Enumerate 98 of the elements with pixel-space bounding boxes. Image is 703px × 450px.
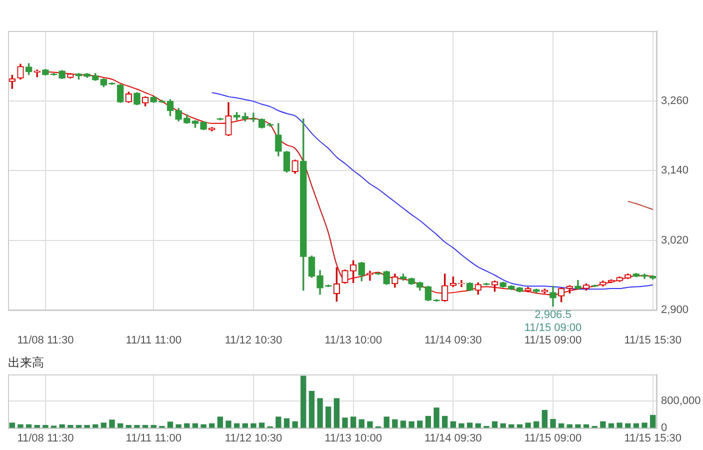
bar [100, 422, 107, 428]
bar [425, 416, 432, 428]
bar [326, 406, 332, 428]
bar [400, 420, 406, 428]
bar [276, 416, 282, 428]
y-tick-label: 800,000 [661, 395, 701, 408]
bar [92, 424, 98, 428]
x-tick-label: 11/15 09:00 [524, 432, 582, 445]
bar [192, 423, 198, 428]
bar [500, 423, 506, 428]
chart-title: 出来高 [8, 355, 44, 370]
candlestick [366, 270, 374, 281]
y-tick-label: 2,900 [661, 304, 689, 316]
candlestick [458, 280, 465, 288]
text: 11/15 09:00 [524, 322, 582, 334]
bar [258, 422, 265, 428]
bar [334, 398, 340, 428]
bar [475, 423, 481, 428]
bar [34, 424, 40, 428]
bar [558, 423, 564, 428]
x-tick-label: 11/11 11:00 [126, 432, 182, 445]
annotation: 2,906.5 [534, 308, 572, 321]
bar [633, 423, 640, 428]
bar [516, 424, 523, 428]
x-tick-label: 11/15 15:30 [624, 334, 682, 347]
bar [575, 424, 581, 428]
line-series [627, 200, 654, 210]
x-tick-label: 11/11 11:00 [126, 334, 182, 347]
y-tick-label: 3,260 [661, 94, 689, 107]
y-tick-label: 3,020 [661, 234, 689, 246]
x-tick-label: 11/14 09:30 [424, 334, 482, 347]
bar [458, 423, 464, 428]
bar [566, 424, 572, 428]
bar [417, 420, 423, 428]
bar [200, 424, 206, 428]
bar [76, 424, 82, 428]
x-tick-label: 11/08 11:30 [17, 334, 74, 347]
bar [300, 376, 306, 428]
y-tick-label: 0 [661, 422, 668, 434]
bar [142, 424, 148, 428]
bar [392, 419, 398, 428]
bar [242, 423, 248, 428]
bar [317, 398, 323, 428]
bar [583, 424, 590, 428]
bar [126, 424, 132, 428]
bar [450, 421, 456, 428]
bar [342, 418, 348, 428]
bar [26, 424, 32, 428]
bar [542, 410, 548, 428]
bar [234, 423, 240, 428]
bar [134, 424, 140, 428]
x-tick-label: 11/14 09:30 [424, 432, 482, 445]
bar [284, 418, 290, 428]
bar [625, 423, 631, 428]
bar [550, 418, 556, 428]
x-tick-label: 11/13 10:00 [324, 334, 382, 347]
bar [508, 424, 514, 428]
bar [226, 420, 232, 428]
bar [42, 424, 48, 428]
bar [292, 421, 298, 428]
bar [466, 422, 473, 428]
bar [176, 424, 182, 428]
bar [434, 408, 440, 428]
bar [217, 416, 224, 428]
x-tick-label: 11/12 10:30 [224, 334, 282, 347]
bar [209, 423, 215, 428]
bar [384, 416, 390, 428]
x-tick-label: 11/12 10:30 [224, 432, 282, 445]
bar [525, 422, 531, 428]
bar [534, 421, 540, 428]
bar [492, 421, 498, 428]
bar [109, 420, 115, 428]
bar [59, 424, 65, 428]
bar [408, 421, 414, 428]
x-tick-label: 11/15 09:00 [524, 334, 582, 347]
y-tick-label: 3,140 [661, 164, 689, 177]
bar [642, 422, 648, 428]
bar [600, 421, 606, 428]
bar [608, 423, 614, 428]
bar [117, 423, 124, 428]
bar [167, 422, 174, 428]
bar [9, 422, 15, 428]
bar [350, 416, 356, 428]
bar [442, 416, 448, 428]
bar [367, 421, 373, 428]
x-tick-label: 11/13 10:00 [324, 432, 382, 445]
bar [184, 423, 190, 428]
bar [150, 424, 156, 428]
bar [616, 422, 622, 428]
bar [68, 424, 74, 428]
bar [18, 424, 24, 428]
x-tick-label: 11/08 11:30 [17, 432, 74, 445]
x-tick-label: 11/15 15:30 [624, 432, 682, 445]
bar [308, 390, 315, 428]
bar [650, 414, 656, 428]
bar [250, 423, 256, 428]
bar [84, 424, 90, 428]
bar [358, 419, 364, 428]
